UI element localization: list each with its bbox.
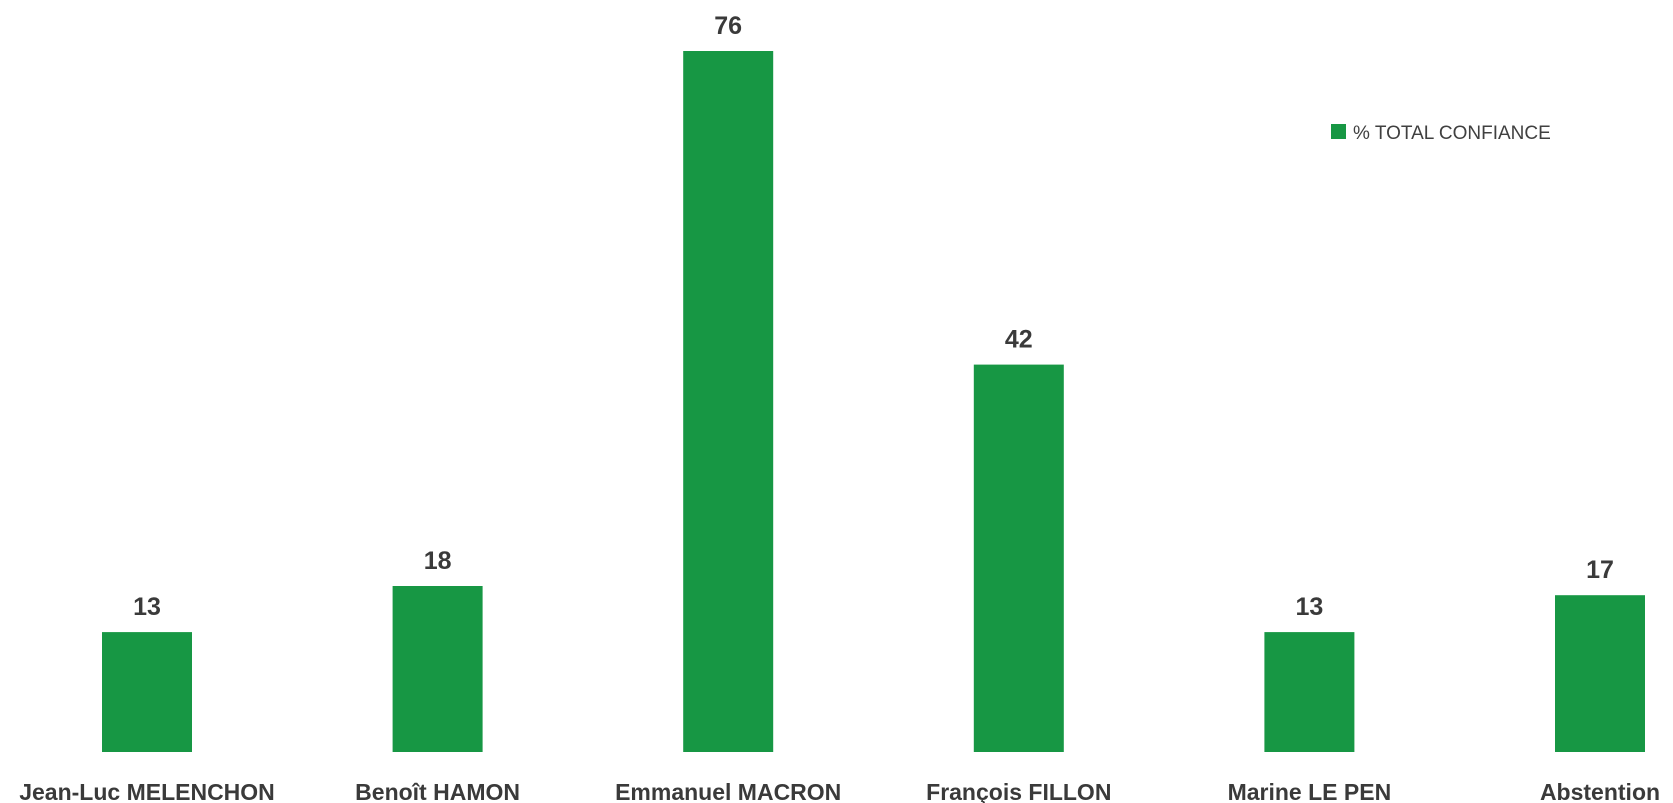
value-labels-layer: 13 18 76 42 13 17: [133, 12, 1614, 621]
category-label-5: Abstention: [1540, 779, 1660, 803]
bar-0: [102, 632, 192, 752]
category-label-4: Marine LE PEN: [1228, 779, 1392, 803]
legend: % TOTAL CONFIANCE: [1331, 123, 1551, 144]
category-label-3: François FILLON: [926, 779, 1111, 803]
category-labels-layer: Jean-Luc MELENCHON Benoît HAMON Emmanuel M…: [19, 779, 1660, 803]
value-label-2: 76: [714, 12, 742, 40]
value-label-3: 42: [1005, 326, 1033, 354]
bar-4: [1264, 632, 1355, 752]
category-label-1: Benoît HAMON: [355, 779, 520, 803]
value-label-0: 13: [133, 593, 161, 621]
bars-layer: [102, 51, 1645, 752]
legend-swatch: [1331, 124, 1346, 139]
legend-label: % TOTAL CONFIANCE: [1353, 123, 1551, 144]
bar-1: [392, 586, 483, 752]
category-label-2: Emmanuel MACRON: [615, 779, 841, 803]
value-label-4: 13: [1295, 593, 1323, 621]
category-label-0: Jean-Luc MELENCHON: [19, 779, 275, 803]
bar-2: [683, 51, 774, 752]
bar-5: [1555, 595, 1645, 752]
value-label-5: 17: [1586, 556, 1614, 584]
bar-3: [973, 364, 1064, 752]
value-label-1: 18: [424, 547, 452, 575]
